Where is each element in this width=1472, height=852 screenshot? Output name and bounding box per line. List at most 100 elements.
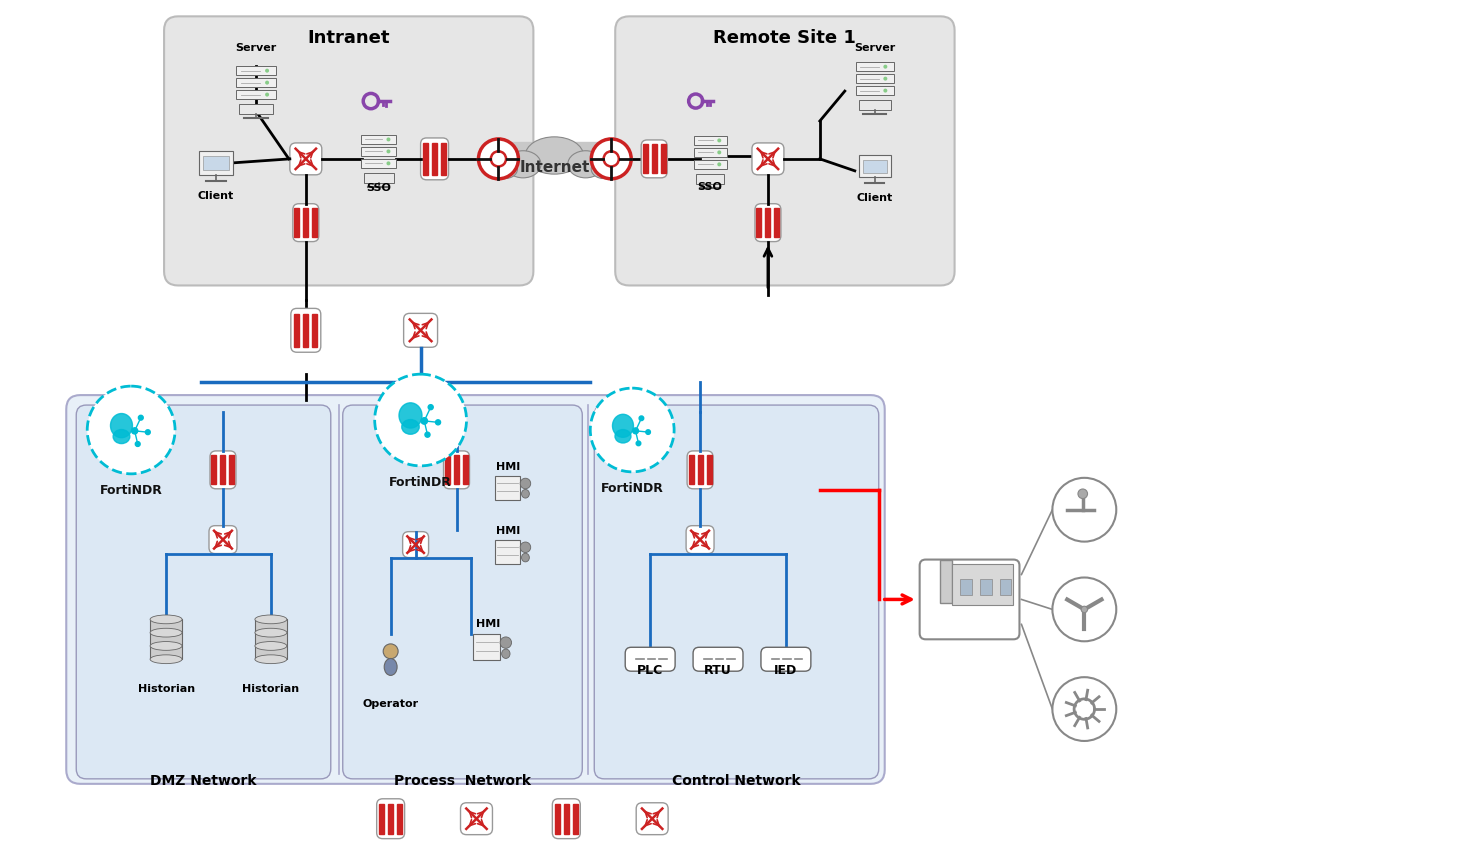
Bar xyxy=(643,145,648,173)
Bar xyxy=(150,619,183,659)
Circle shape xyxy=(265,93,269,96)
Circle shape xyxy=(639,416,643,421)
FancyBboxPatch shape xyxy=(642,140,667,178)
Circle shape xyxy=(87,386,175,474)
Ellipse shape xyxy=(615,429,631,443)
Bar xyxy=(503,142,606,170)
Bar xyxy=(757,208,761,237)
Bar xyxy=(303,314,308,347)
FancyBboxPatch shape xyxy=(863,159,886,173)
Bar xyxy=(380,803,384,834)
Circle shape xyxy=(425,432,430,437)
Bar xyxy=(698,456,702,484)
FancyBboxPatch shape xyxy=(636,803,668,835)
Circle shape xyxy=(717,151,721,154)
Text: FortiNDR: FortiNDR xyxy=(389,475,452,489)
FancyBboxPatch shape xyxy=(364,173,393,182)
Circle shape xyxy=(1052,478,1116,542)
Ellipse shape xyxy=(255,655,287,664)
Circle shape xyxy=(478,139,518,179)
Circle shape xyxy=(138,415,143,420)
Circle shape xyxy=(883,77,888,81)
Text: Historian: Historian xyxy=(137,684,194,694)
Bar xyxy=(389,803,393,834)
Circle shape xyxy=(1080,607,1088,613)
Text: Intranet: Intranet xyxy=(308,29,390,48)
Bar xyxy=(939,560,951,603)
Ellipse shape xyxy=(150,642,183,650)
Text: DMZ Network: DMZ Network xyxy=(150,774,256,788)
Circle shape xyxy=(590,389,674,472)
FancyBboxPatch shape xyxy=(495,539,521,563)
Ellipse shape xyxy=(526,137,583,174)
FancyBboxPatch shape xyxy=(210,451,236,489)
FancyBboxPatch shape xyxy=(203,156,228,170)
FancyBboxPatch shape xyxy=(693,648,743,671)
FancyBboxPatch shape xyxy=(403,314,437,348)
FancyBboxPatch shape xyxy=(626,648,676,671)
Circle shape xyxy=(636,441,640,446)
Circle shape xyxy=(1052,578,1116,642)
Circle shape xyxy=(265,69,269,72)
Bar xyxy=(555,803,559,834)
Bar xyxy=(689,456,693,484)
Bar xyxy=(294,314,299,347)
Circle shape xyxy=(428,405,433,410)
Ellipse shape xyxy=(612,414,633,437)
FancyBboxPatch shape xyxy=(163,16,533,285)
Circle shape xyxy=(146,429,150,435)
Ellipse shape xyxy=(113,429,130,444)
FancyBboxPatch shape xyxy=(236,78,275,87)
Bar xyxy=(422,143,428,175)
Ellipse shape xyxy=(402,419,420,435)
FancyBboxPatch shape xyxy=(855,74,894,83)
Circle shape xyxy=(131,428,138,434)
FancyBboxPatch shape xyxy=(199,151,233,175)
Circle shape xyxy=(717,138,721,142)
Text: SSO: SSO xyxy=(367,183,392,193)
Ellipse shape xyxy=(493,159,518,179)
FancyBboxPatch shape xyxy=(461,803,493,835)
Text: FortiNDR: FortiNDR xyxy=(601,482,664,495)
Ellipse shape xyxy=(255,628,287,637)
Circle shape xyxy=(135,441,140,446)
Bar xyxy=(445,456,450,484)
Bar xyxy=(294,208,299,237)
Bar xyxy=(303,208,308,237)
Bar xyxy=(999,579,1011,596)
Bar xyxy=(573,803,578,834)
Circle shape xyxy=(490,152,506,166)
Bar xyxy=(442,143,446,175)
FancyBboxPatch shape xyxy=(686,526,714,554)
Circle shape xyxy=(421,417,427,424)
Bar xyxy=(397,803,402,834)
Ellipse shape xyxy=(110,413,132,438)
Bar xyxy=(765,208,770,237)
FancyBboxPatch shape xyxy=(238,104,272,114)
Circle shape xyxy=(500,637,512,648)
Bar xyxy=(433,143,437,175)
Bar xyxy=(255,619,287,659)
Circle shape xyxy=(646,429,651,435)
FancyBboxPatch shape xyxy=(421,138,449,180)
Ellipse shape xyxy=(521,489,530,498)
Circle shape xyxy=(604,152,618,166)
FancyBboxPatch shape xyxy=(443,451,470,489)
Ellipse shape xyxy=(521,553,530,561)
FancyBboxPatch shape xyxy=(752,143,785,175)
FancyBboxPatch shape xyxy=(361,158,396,168)
FancyBboxPatch shape xyxy=(77,405,331,779)
Text: SSO: SSO xyxy=(698,181,723,192)
FancyBboxPatch shape xyxy=(474,635,500,660)
Text: Client: Client xyxy=(197,191,234,201)
FancyBboxPatch shape xyxy=(293,204,319,242)
Text: RTU: RTU xyxy=(704,665,732,677)
Bar xyxy=(661,145,665,173)
Text: Remote Site 1: Remote Site 1 xyxy=(714,29,857,48)
Text: Server: Server xyxy=(236,43,277,53)
Text: IED: IED xyxy=(774,665,798,677)
Bar xyxy=(230,456,234,484)
Bar xyxy=(774,208,779,237)
FancyBboxPatch shape xyxy=(696,174,724,184)
Ellipse shape xyxy=(505,151,540,178)
